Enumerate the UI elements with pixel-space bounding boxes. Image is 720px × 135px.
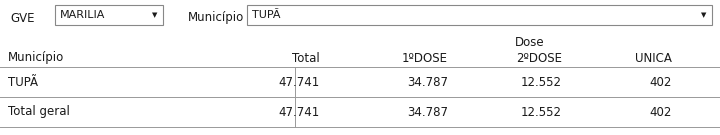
Text: Município: Município — [8, 51, 64, 65]
Bar — [55, 5, 163, 25]
Text: ▼: ▼ — [153, 12, 158, 18]
Text: Município: Município — [188, 11, 244, 24]
Text: 12.552: 12.552 — [521, 105, 562, 119]
Text: ▼: ▼ — [701, 12, 707, 18]
Text: 402: 402 — [649, 75, 672, 89]
Text: 34.787: 34.787 — [407, 75, 448, 89]
Text: GVE: GVE — [10, 11, 35, 24]
Text: TUPÃ: TUPÃ — [252, 10, 281, 20]
Text: 47.741: 47.741 — [279, 75, 320, 89]
Text: Total: Total — [292, 51, 320, 65]
Text: 402: 402 — [649, 105, 672, 119]
Text: Total geral: Total geral — [8, 105, 70, 119]
Text: TUPÃ: TUPÃ — [8, 75, 38, 89]
Text: 12.552: 12.552 — [521, 75, 562, 89]
Text: 2ºDOSE: 2ºDOSE — [516, 51, 562, 65]
Text: 47.741: 47.741 — [279, 105, 320, 119]
Text: MARILIA: MARILIA — [60, 10, 105, 20]
Bar — [247, 5, 712, 25]
Text: UNICA: UNICA — [635, 51, 672, 65]
Text: 1ºDOSE: 1ºDOSE — [402, 51, 448, 65]
Text: 34.787: 34.787 — [407, 105, 448, 119]
Text: Dose: Dose — [516, 36, 545, 50]
